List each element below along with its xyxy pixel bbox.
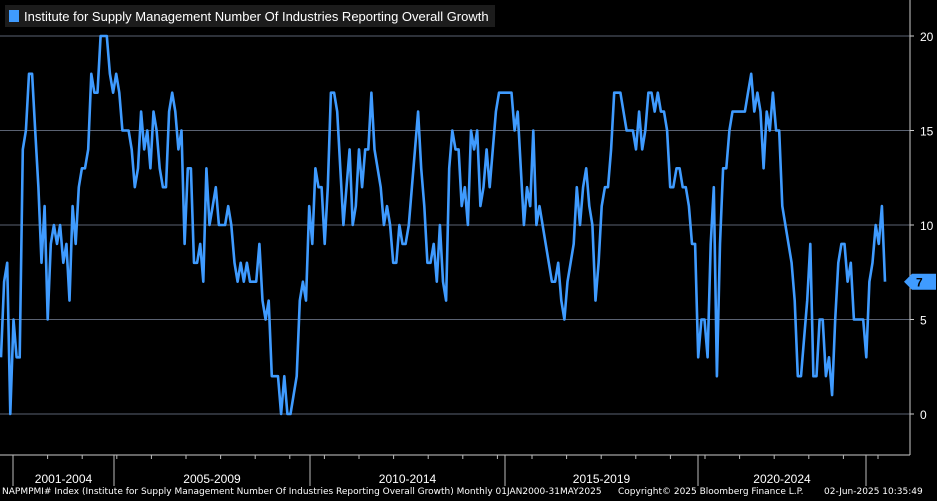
- legend: Institute for Supply Management Number O…: [5, 5, 495, 27]
- plot-series: [0, 34, 887, 416]
- footer-source: NAPMPMI# Index (Institute for Supply Man…: [2, 487, 602, 497]
- x-period-label: 2001-2004: [35, 472, 93, 486]
- y-tick-label: 5: [920, 314, 927, 328]
- footer-timestamp: 02-Jun-2025 10:35:49: [824, 487, 923, 497]
- legend-label: Institute for Supply Management Number O…: [24, 8, 489, 24]
- x-period-label: 2015-2019: [573, 472, 631, 486]
- last-value-label: 7: [916, 276, 923, 290]
- legend-swatch-icon: [9, 10, 19, 22]
- x-period-label: 2020-2024: [753, 472, 811, 486]
- last-value-badge: [904, 273, 936, 290]
- y-tick-label: 0: [920, 408, 927, 422]
- x-period-label: 2010-2014: [379, 472, 437, 486]
- footer-copyright: Copyright© 2025 Bloomberg Finance L.P.: [618, 487, 804, 497]
- x-period-label: 2005-2009: [183, 472, 241, 486]
- x-axis: 2001-2004 2005-2009 2010-2014 2015-2019 2020…: [0, 454, 910, 486]
- y-tick-label: 15: [920, 125, 934, 139]
- y-axis: 0 5 10 15 20 7: [904, 0, 936, 455]
- y-tick-label: 20: [920, 30, 934, 44]
- y-tick-label: 10: [920, 219, 934, 233]
- series-line: [0, 34, 887, 416]
